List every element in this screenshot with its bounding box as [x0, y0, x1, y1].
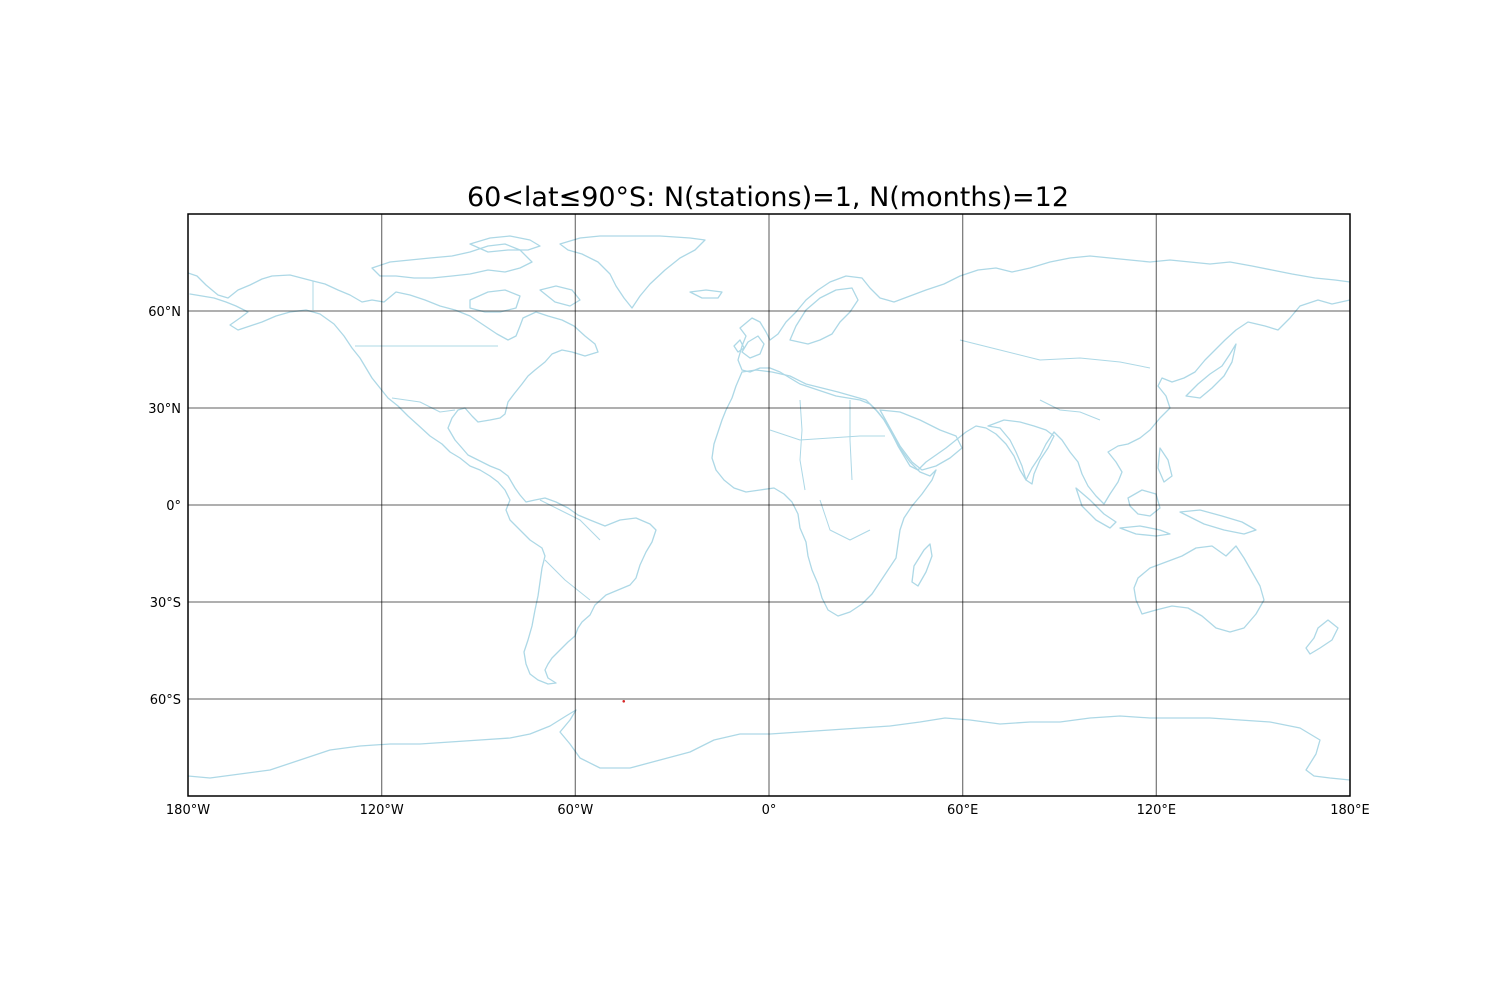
- x-tick-label: 0°: [762, 803, 777, 818]
- chart-title: 60<lat≤90°S: N(stations)=1, N(months)=12: [467, 182, 1069, 213]
- x-tick-label: 60°W: [557, 803, 593, 818]
- x-tick-label: 180°W: [166, 803, 210, 818]
- x-tick-label: 120°E: [1137, 803, 1177, 818]
- y-tick-label: 60°S: [150, 693, 181, 708]
- y-tick-label: 0°: [166, 499, 181, 514]
- y-tick-label: 30°S: [150, 596, 181, 611]
- map-area: [188, 214, 1350, 796]
- axes-frame: [187, 213, 1351, 797]
- station-marker: [622, 699, 626, 703]
- gridlines: [188, 214, 1350, 796]
- y-tick-labels: 60°N 30°N 0° 30°S 60°S: [148, 305, 181, 708]
- country-borders: [312, 281, 1151, 601]
- y-tick-label: 60°N: [148, 305, 181, 320]
- x-tick-label: 60°E: [947, 803, 978, 818]
- y-tick-label: 30°N: [148, 402, 181, 417]
- x-tick-labels: 180°W 120°W 60°W 0° 60°E 120°E 180°E: [166, 803, 1370, 818]
- x-tick-label: 120°W: [360, 803, 404, 818]
- x-tick-label: 180°E: [1330, 803, 1370, 818]
- station-points: [622, 699, 626, 703]
